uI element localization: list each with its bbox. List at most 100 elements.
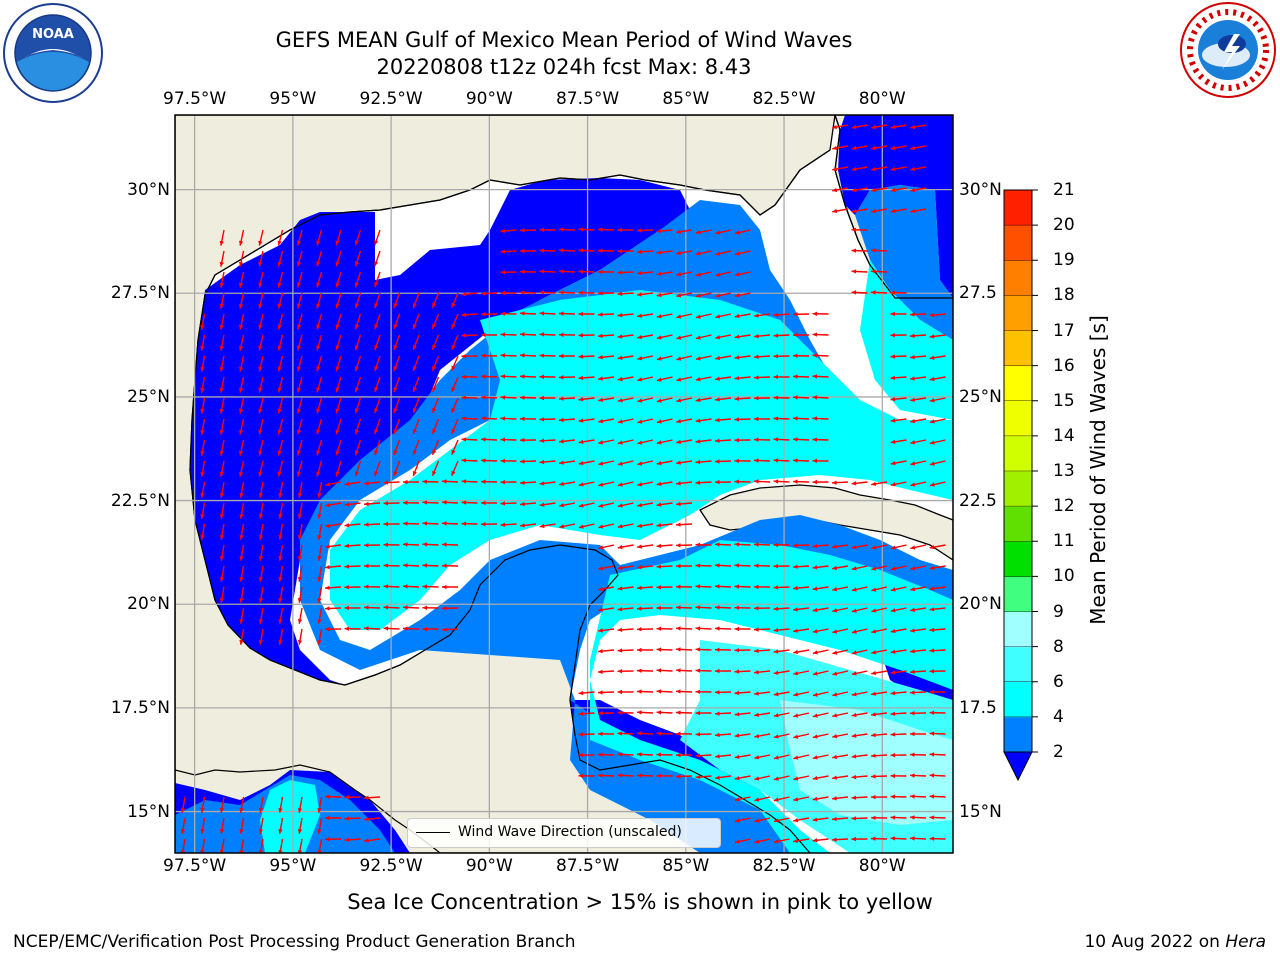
wave-vector-head: [676, 293, 682, 298]
wave-vector-head: [393, 366, 398, 372]
wave-vector-head: [910, 545, 916, 550]
wave-vector-head: [393, 324, 398, 330]
wave-vector-head: [520, 416, 525, 422]
wave-vector-head: [461, 353, 467, 359]
wave-vector-head: [754, 437, 759, 442]
wave-vector-head: [617, 524, 623, 529]
colorbar-tick-label: 17: [1053, 320, 1075, 341]
wave-vector-head: [335, 450, 340, 456]
wave-vector-head: [773, 839, 779, 844]
wave-vector-head: [219, 261, 224, 267]
footer-date-text: 10 Aug 2022 on: [1084, 932, 1220, 952]
wave-vector-head: [617, 398, 623, 403]
wave-vector-head: [578, 460, 584, 466]
wave-vector-head: [374, 366, 379, 372]
wave-vector-head: [559, 290, 564, 295]
wave-vector-head: [617, 461, 623, 466]
wave-vector-head: [793, 416, 798, 421]
wave-vector-head: [871, 650, 877, 655]
wave-vector-head: [890, 208, 896, 214]
wave-vector-head: [539, 290, 545, 295]
longitude-label: 87.5°W: [555, 89, 620, 109]
wave-vector-head: [910, 440, 916, 445]
wave-vector-head: [695, 377, 701, 382]
colorbar-tick-label: 14: [1053, 425, 1075, 446]
wave-vector-head: [734, 542, 740, 547]
wave-vector-head: [656, 523, 662, 528]
wave-vector-head: [559, 311, 564, 316]
wave-vector-head: [238, 366, 244, 372]
wave-vector-head: [695, 439, 701, 444]
colorbar-tick-label: 20: [1053, 215, 1075, 236]
wave-vector-head: [715, 438, 720, 443]
wave-vector-head: [890, 608, 896, 613]
wave-vector-head: [656, 605, 662, 611]
noaa-logo: NOAA: [2, 2, 104, 108]
wave-vector-head: [422, 605, 428, 610]
wave-vector-head: [851, 816, 857, 821]
wave-vector-head: [297, 849, 303, 853]
wave-vector-head: [598, 628, 603, 633]
wave-vector-head: [277, 240, 282, 246]
wave-vector-head: [890, 333, 896, 338]
longitude-label: 90°W: [465, 89, 513, 109]
wave-vector-head: [793, 628, 798, 633]
wave-vector-head: [200, 387, 205, 393]
wave-vector-head: [578, 439, 584, 445]
wave-vector-head: [910, 711, 915, 716]
wave-vector-head: [422, 542, 428, 547]
wave-vector-head: [344, 795, 350, 800]
wave-vector-head: [317, 576, 322, 582]
wave-vector-head: [258, 555, 264, 561]
wave-vector-head: [354, 366, 360, 372]
wave-vector-head: [364, 543, 369, 548]
wave-vector-head: [598, 731, 603, 737]
wave-vector-head: [832, 650, 838, 655]
wave-vector-head: [871, 608, 877, 613]
map-legend: Wind Wave Direction (unscaled): [407, 818, 721, 848]
wave-vector-head: [929, 440, 935, 445]
wave-vector-head: [219, 303, 224, 309]
wave-vector-head: [754, 396, 759, 401]
wave-vector-head: [412, 344, 417, 350]
colorbar-extend-below: [1003, 751, 1033, 782]
wave-vector-head: [258, 303, 263, 309]
latitude-label: 30°N: [127, 179, 170, 200]
wave-vector-head: [617, 313, 623, 318]
wave-vector-head: [500, 416, 506, 421]
wave-vector-head: [617, 376, 623, 382]
wave-vector-head: [637, 752, 642, 757]
wave-vector-head: [695, 459, 701, 465]
wave-vector-head: [335, 282, 340, 288]
wave-vector-head: [481, 374, 486, 379]
colorbar-tick-label: 6: [1053, 671, 1064, 692]
wave-vector-head: [520, 269, 525, 274]
wave-vector-head: [219, 807, 225, 813]
wave-vector-head: [219, 849, 225, 853]
wave-vector-head: [238, 324, 244, 330]
wave-vector-head: [910, 418, 916, 424]
wave-vector-head: [929, 544, 935, 550]
wave-vector-head: [734, 251, 740, 256]
wave-vector-head: [239, 639, 244, 645]
wave-vector-head: [890, 375, 896, 381]
wave-vector-head: [344, 502, 350, 507]
wave-vector-head: [695, 689, 701, 694]
wave-vector-head: [451, 365, 456, 371]
wave-vector-head: [461, 374, 467, 380]
wave-vector-head: [676, 710, 681, 715]
wave-vector-head: [929, 710, 935, 715]
wave-vector-head: [637, 585, 642, 591]
field-lt2-east: [838, 115, 953, 298]
wave-vector-head: [219, 534, 225, 540]
wave-vector-head: [296, 345, 302, 351]
wave-vector-head: [219, 450, 224, 456]
wave-vector-head: [278, 639, 283, 645]
wave-vector-head: [656, 773, 662, 779]
latitude-label: 25°N: [959, 386, 1002, 407]
colorbar-label: Mean Period of Wind Waves [s]: [1086, 315, 1110, 625]
wave-vector-head: [754, 818, 760, 823]
wave-vector-head: [277, 429, 282, 435]
sea-ice-note: Sea Ice Concentration > 15% is shown in …: [347, 890, 933, 914]
wave-vector-head: [656, 460, 662, 466]
